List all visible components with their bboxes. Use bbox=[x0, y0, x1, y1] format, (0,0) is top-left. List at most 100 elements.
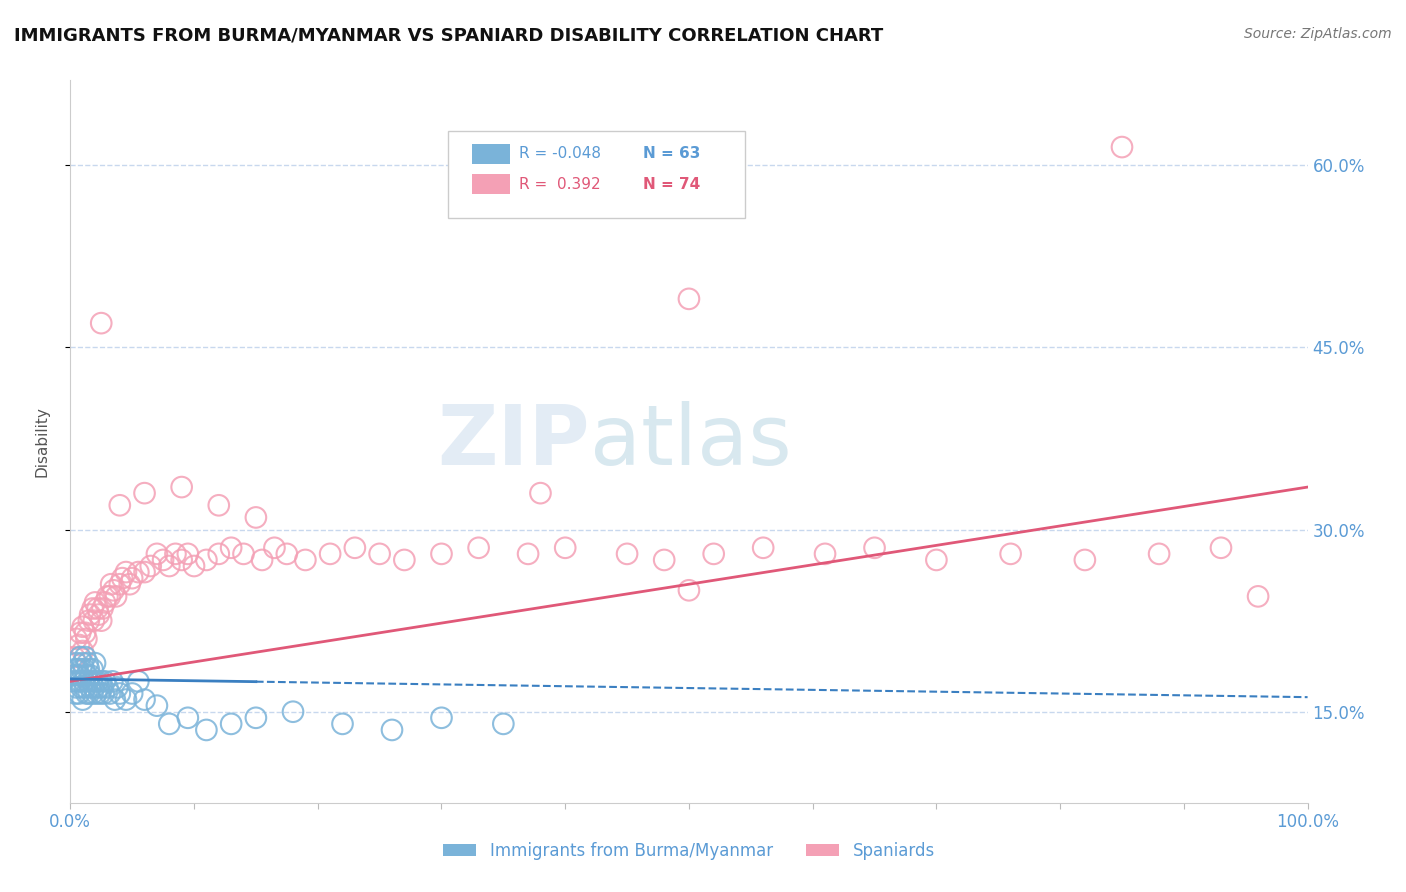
Point bbox=[75, 632, 97, 646]
Point bbox=[84, 686, 107, 700]
Point bbox=[84, 656, 107, 670]
Point bbox=[118, 577, 141, 591]
Point bbox=[195, 723, 218, 737]
Point bbox=[678, 292, 700, 306]
Point bbox=[139, 559, 162, 574]
Point bbox=[245, 510, 267, 524]
FancyBboxPatch shape bbox=[447, 131, 745, 218]
Point bbox=[69, 650, 91, 665]
Point bbox=[111, 571, 134, 585]
Point bbox=[105, 590, 128, 604]
Point bbox=[82, 686, 104, 700]
Point bbox=[146, 547, 169, 561]
Point bbox=[381, 723, 404, 737]
Text: Source: ZipAtlas.com: Source: ZipAtlas.com bbox=[1244, 27, 1392, 41]
Point bbox=[170, 553, 193, 567]
Point bbox=[75, 681, 97, 695]
Point bbox=[105, 681, 128, 695]
Point bbox=[127, 565, 149, 579]
Point bbox=[66, 662, 89, 676]
Point bbox=[89, 686, 111, 700]
Point bbox=[90, 316, 112, 330]
Point bbox=[77, 662, 100, 676]
Point bbox=[157, 717, 180, 731]
Text: R =  0.392: R = 0.392 bbox=[519, 177, 600, 192]
Point bbox=[134, 565, 156, 579]
Point bbox=[108, 577, 131, 591]
Point bbox=[79, 607, 101, 622]
Point bbox=[276, 547, 298, 561]
Point bbox=[250, 553, 273, 567]
Point bbox=[1074, 553, 1097, 567]
Point bbox=[98, 590, 121, 604]
Point bbox=[98, 686, 121, 700]
Point bbox=[394, 553, 416, 567]
Point bbox=[65, 686, 87, 700]
Point bbox=[1111, 140, 1133, 154]
Point bbox=[430, 711, 453, 725]
Point bbox=[1147, 547, 1170, 561]
Point bbox=[86, 674, 108, 689]
Point bbox=[91, 601, 114, 615]
Point bbox=[752, 541, 775, 555]
Point bbox=[108, 498, 131, 512]
Point bbox=[67, 668, 90, 682]
Point bbox=[101, 674, 124, 689]
Point bbox=[134, 486, 156, 500]
Point bbox=[65, 681, 87, 695]
Point bbox=[83, 681, 105, 695]
Point bbox=[66, 674, 89, 689]
Bar bbox=[472, 144, 509, 164]
Point bbox=[80, 674, 103, 689]
Point bbox=[134, 692, 156, 706]
Text: N = 63: N = 63 bbox=[643, 146, 700, 161]
Point bbox=[343, 541, 366, 555]
Point bbox=[146, 698, 169, 713]
Point bbox=[170, 480, 193, 494]
Point bbox=[554, 541, 576, 555]
Point bbox=[63, 650, 86, 665]
Point bbox=[121, 571, 143, 585]
Point bbox=[183, 559, 205, 574]
Point bbox=[263, 541, 285, 555]
Point bbox=[103, 583, 125, 598]
Point bbox=[72, 644, 94, 658]
Point bbox=[467, 541, 489, 555]
Point bbox=[678, 583, 700, 598]
Point bbox=[96, 681, 118, 695]
Text: atlas: atlas bbox=[591, 401, 792, 482]
Legend: Immigrants from Burma/Myanmar, Spaniards: Immigrants from Burma/Myanmar, Spaniards bbox=[436, 836, 942, 867]
Text: N = 74: N = 74 bbox=[643, 177, 700, 192]
Point bbox=[87, 681, 110, 695]
Point bbox=[1247, 590, 1270, 604]
Point bbox=[82, 662, 104, 676]
Point bbox=[77, 614, 100, 628]
Point bbox=[127, 674, 149, 689]
Point bbox=[79, 668, 101, 682]
Point bbox=[83, 614, 105, 628]
Bar bbox=[472, 174, 509, 194]
Point bbox=[219, 717, 242, 731]
Point bbox=[281, 705, 304, 719]
Point bbox=[245, 711, 267, 725]
Point bbox=[1209, 541, 1232, 555]
Point bbox=[152, 553, 174, 567]
Point bbox=[76, 656, 98, 670]
Point bbox=[70, 681, 93, 695]
Point bbox=[62, 674, 84, 689]
Point bbox=[67, 686, 90, 700]
Point bbox=[104, 692, 127, 706]
Y-axis label: Disability: Disability bbox=[35, 406, 49, 477]
Point bbox=[63, 668, 86, 682]
Point bbox=[368, 547, 391, 561]
Point bbox=[332, 717, 354, 731]
Point bbox=[165, 547, 187, 561]
Point bbox=[177, 547, 200, 561]
Point bbox=[814, 547, 837, 561]
Point bbox=[232, 547, 254, 561]
Point bbox=[96, 590, 118, 604]
Point bbox=[69, 625, 91, 640]
Point bbox=[91, 681, 114, 695]
Point bbox=[108, 686, 131, 700]
Point bbox=[75, 668, 97, 682]
